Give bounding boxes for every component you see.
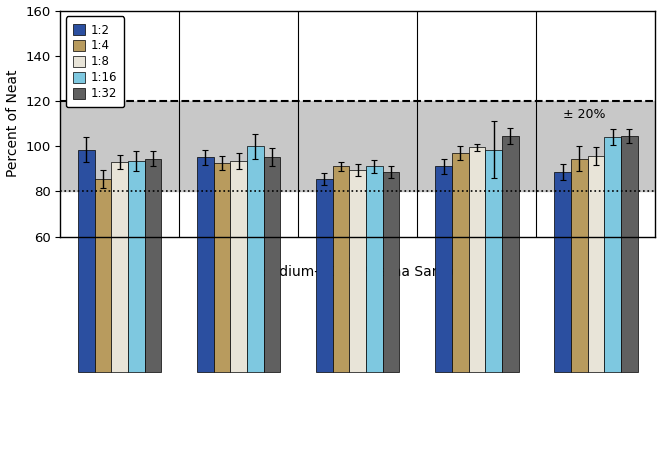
Bar — [95, 179, 112, 372]
Bar — [469, 147, 485, 372]
Bar — [435, 166, 452, 372]
Bar — [60, 101, 656, 191]
Bar — [231, 161, 247, 372]
Bar — [555, 172, 571, 372]
Bar — [571, 158, 588, 372]
Y-axis label: Percent of Neat: Percent of Neat — [5, 70, 20, 177]
Bar — [452, 153, 469, 372]
Bar — [333, 166, 350, 372]
Bar — [197, 158, 214, 372]
Bar — [350, 170, 366, 372]
Bar — [112, 162, 128, 372]
Bar — [366, 166, 383, 372]
Bar — [78, 149, 95, 372]
Legend: 1:2, 1:4, 1:8, 1:16, 1:32: 1:2, 1:4, 1:8, 1:16, 1:32 — [66, 17, 124, 108]
Bar — [485, 149, 502, 372]
Bar — [247, 146, 264, 372]
Bar — [383, 172, 399, 372]
Bar — [128, 161, 145, 372]
Bar — [502, 136, 518, 372]
Bar — [621, 136, 638, 372]
Bar — [604, 137, 621, 372]
Bar — [145, 158, 161, 372]
Bar — [316, 179, 333, 372]
Text: ± 20%: ± 20% — [563, 108, 605, 121]
Bar — [264, 158, 280, 372]
Bar — [588, 156, 604, 372]
X-axis label: Disodium-EDTA Plasma Sample: Disodium-EDTA Plasma Sample — [249, 265, 467, 279]
Bar — [214, 163, 231, 372]
